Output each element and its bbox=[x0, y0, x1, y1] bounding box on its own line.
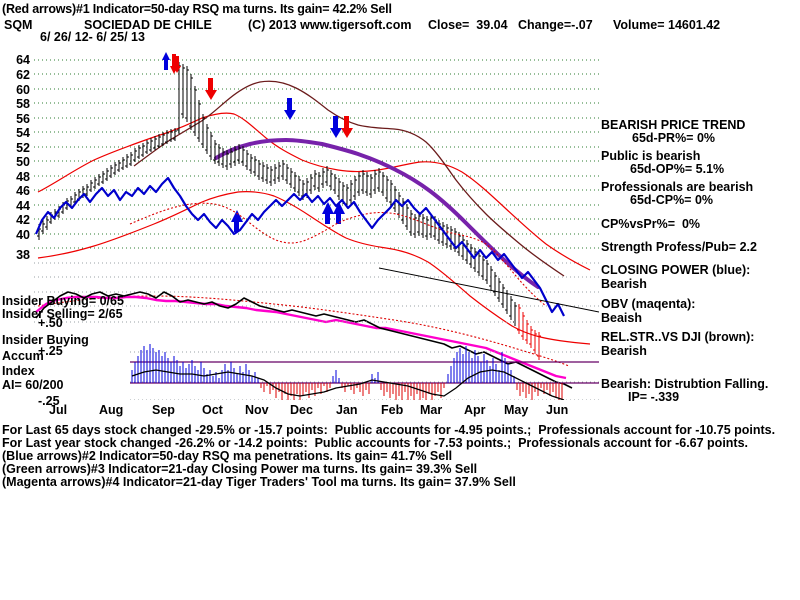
y-tick-54: 54 bbox=[16, 126, 30, 140]
y-tick-46: 46 bbox=[16, 184, 30, 198]
accum-grid bbox=[34, 321, 599, 400]
y-tick-52: 52 bbox=[16, 141, 30, 155]
accum-bars-up bbox=[131, 344, 515, 383]
recent-price-bars-red bbox=[517, 304, 541, 360]
cp-vs-pr-value: CP%vsPr%= 0% bbox=[601, 217, 701, 231]
indicator-1-headline: (Red arrows)#1 Indicator=50-day RSQ ma t… bbox=[2, 2, 392, 16]
y-tick-58: 58 bbox=[16, 97, 30, 111]
lower-band-line bbox=[37, 191, 591, 345]
accum-index-label-2: Accum bbox=[2, 349, 44, 363]
accum-index-label-1: Insider Buying bbox=[2, 333, 89, 347]
closing-power-status: Bearish bbox=[601, 277, 647, 291]
company-name: SOCIEDAD DE CHILE bbox=[84, 18, 212, 32]
insider-selling-label: Insider Selling= 2/65 bbox=[2, 307, 123, 321]
blue-down-arrow-1 bbox=[284, 98, 296, 120]
x-tick-mar: Mar bbox=[420, 403, 443, 417]
x-tick-may: May bbox=[504, 403, 529, 417]
y-tick-62: 62 bbox=[16, 68, 30, 82]
blue-up-arrow-1 bbox=[231, 210, 243, 232]
note-indicator-4: (Magenta arrows)#4 Indicator=21-day Tige… bbox=[2, 475, 516, 489]
y-tick-60: 60 bbox=[16, 83, 30, 97]
x-tick-jun: Jun bbox=[546, 403, 569, 417]
x-tick-nov: Nov bbox=[245, 403, 269, 417]
note-indicator-3: (Green arrows)#3 Indicator=21-day Closin… bbox=[2, 462, 478, 476]
accumulation-ip-value: IP= -.339 bbox=[628, 390, 680, 404]
public-sentiment-value: 65d-OP%= 5.1% bbox=[630, 162, 725, 176]
upper-band-line bbox=[37, 112, 591, 271]
red-down-arrow bbox=[173, 54, 176, 88]
y-tick-44: 44 bbox=[16, 199, 30, 213]
rel-strength-title: REL.STR..VS DJI (brown): bbox=[601, 330, 755, 344]
note-last-year: For Last year stock changed -26.2% or -1… bbox=[2, 436, 749, 450]
price-chart-plot-area[interactable] bbox=[34, 44, 599, 400]
blue-up-arrow bbox=[162, 52, 170, 70]
y-tick-38: 38 bbox=[16, 248, 30, 262]
note-indicator-2: (Blue arrows)#2 Indicator=50-day RSQ ma … bbox=[2, 449, 453, 463]
x-tick-jan: Jan bbox=[336, 403, 358, 417]
signal-arrows bbox=[162, 52, 353, 232]
x-tick-feb: Feb bbox=[381, 403, 404, 417]
accum-index-label-3: Index bbox=[2, 364, 35, 378]
x-tick-sep: Sep bbox=[152, 403, 175, 417]
x-tick-jul: Jul bbox=[49, 403, 68, 417]
y-tick-50: 50 bbox=[16, 155, 30, 169]
obv-title: OBV (maqenta): bbox=[601, 297, 696, 311]
y-tick-64: 64 bbox=[16, 53, 30, 67]
x-tick-dec: Dec bbox=[290, 403, 313, 417]
blue-up-arrow-3 bbox=[333, 202, 345, 224]
price-change: Change=-.07 bbox=[518, 18, 593, 32]
leader-line-closing-power bbox=[378, 267, 599, 313]
y-tick-40: 40 bbox=[16, 228, 30, 242]
closing-power-title: CLOSING POWER (blue): bbox=[601, 263, 751, 277]
strength-prof-pub-value: Strength Profess/Pub= 2.2 bbox=[601, 240, 757, 254]
accum-index-value: AI= 60/200 bbox=[2, 378, 64, 392]
note-65-days: For Last 65 days stock changed -29.5% or… bbox=[2, 423, 776, 437]
accum-scale-minus-25: -.25 bbox=[38, 394, 60, 408]
y-tick-42: 42 bbox=[16, 213, 30, 227]
moving-average-purple-line bbox=[214, 137, 540, 289]
accumulation-status-title: Bearish: Distrubtion Falling. bbox=[601, 377, 769, 391]
accum-scale-plus-25: +.25 bbox=[38, 344, 63, 358]
price-trend-title: BEARISH PRICE TREND bbox=[601, 118, 746, 132]
obv-magenta-line bbox=[35, 295, 567, 380]
rel-strength-status: Bearish bbox=[601, 344, 647, 358]
obv-status: Beaish bbox=[601, 311, 642, 325]
y-tick-56: 56 bbox=[16, 112, 30, 126]
red-down-arrow-main bbox=[205, 78, 217, 100]
x-tick-apr: Apr bbox=[464, 403, 486, 417]
accum-ma-line bbox=[131, 369, 565, 400]
date-range: 6/ 26/ 12- 6/ 25/ 13 bbox=[40, 30, 145, 44]
copyright-notice: (C) 2013 www.tigersoft.com bbox=[248, 18, 412, 32]
volume-value: Volume= 14601.42 bbox=[613, 18, 721, 32]
red-down-arrow-2 bbox=[341, 116, 353, 138]
price-bars bbox=[37, 62, 517, 326]
blue-down-arrow-2 bbox=[330, 116, 342, 138]
obv-ma-line bbox=[37, 295, 570, 367]
x-tick-oct: Oct bbox=[202, 403, 223, 417]
accum-bars-down bbox=[260, 383, 563, 400]
closing-power-ma-line bbox=[129, 202, 547, 307]
price-trend-value: 65d-PR%= 0% bbox=[632, 131, 716, 145]
professional-sentiment-title: Professionals are bearish bbox=[601, 180, 754, 194]
accum-scale-plus-50: +.50 bbox=[38, 316, 63, 330]
blue-up-arrow-2 bbox=[322, 202, 334, 224]
ticker-symbol: SQM bbox=[4, 18, 33, 32]
insider-buying-label: Insider Buying= 0/65 bbox=[2, 294, 124, 308]
closing-power-line bbox=[34, 176, 565, 317]
professional-sentiment-value: 65d-CP%= 0% bbox=[630, 193, 714, 207]
y-tick-48: 48 bbox=[16, 170, 30, 184]
red-down-arrow bbox=[173, 56, 181, 73]
public-sentiment-title: Public is bearish bbox=[601, 149, 701, 163]
x-tick-aug: Aug bbox=[99, 403, 124, 417]
close-price: Close= 39.04 bbox=[428, 18, 508, 32]
